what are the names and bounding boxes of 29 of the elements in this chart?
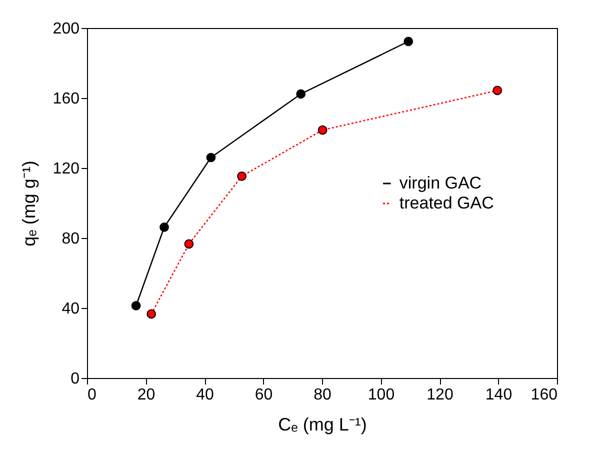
y-tick-label: 0 bbox=[70, 370, 80, 388]
point bbox=[296, 89, 306, 99]
y-tick-label: 80 bbox=[62, 230, 80, 248]
point bbox=[318, 125, 328, 135]
x-tick-label: 20 bbox=[137, 386, 156, 404]
point bbox=[237, 172, 246, 181]
x-axis-title: Cₑ (mg L⁻¹) bbox=[278, 414, 367, 434]
point bbox=[131, 301, 141, 310]
x-tick-label: 60 bbox=[254, 386, 273, 404]
legend-label: treated GAC bbox=[399, 194, 494, 212]
x-tick-label: 120 bbox=[426, 386, 454, 404]
y-tick-label: 160 bbox=[52, 90, 80, 108]
legend-label: virgin GAC bbox=[399, 174, 482, 192]
y-tick-label: 40 bbox=[62, 300, 80, 318]
point bbox=[404, 36, 414, 46]
point bbox=[206, 152, 216, 162]
x-tick-label: 100 bbox=[368, 386, 395, 404]
x-tick-label: 160 bbox=[530, 386, 558, 404]
x-tick-label: 0 bbox=[88, 386, 96, 404]
point bbox=[492, 86, 502, 96]
x-tick-label: 80 bbox=[314, 386, 332, 404]
x-tick-label: 140 bbox=[485, 386, 512, 404]
x-tick-label: 40 bbox=[196, 386, 214, 404]
point bbox=[184, 239, 194, 249]
point bbox=[160, 222, 169, 232]
y-axis-title: qₑ (mg g⁻¹) bbox=[18, 160, 39, 246]
y-tick-label: 120 bbox=[52, 160, 80, 178]
point bbox=[146, 309, 156, 319]
y-tick-label: 200 bbox=[52, 20, 80, 38]
